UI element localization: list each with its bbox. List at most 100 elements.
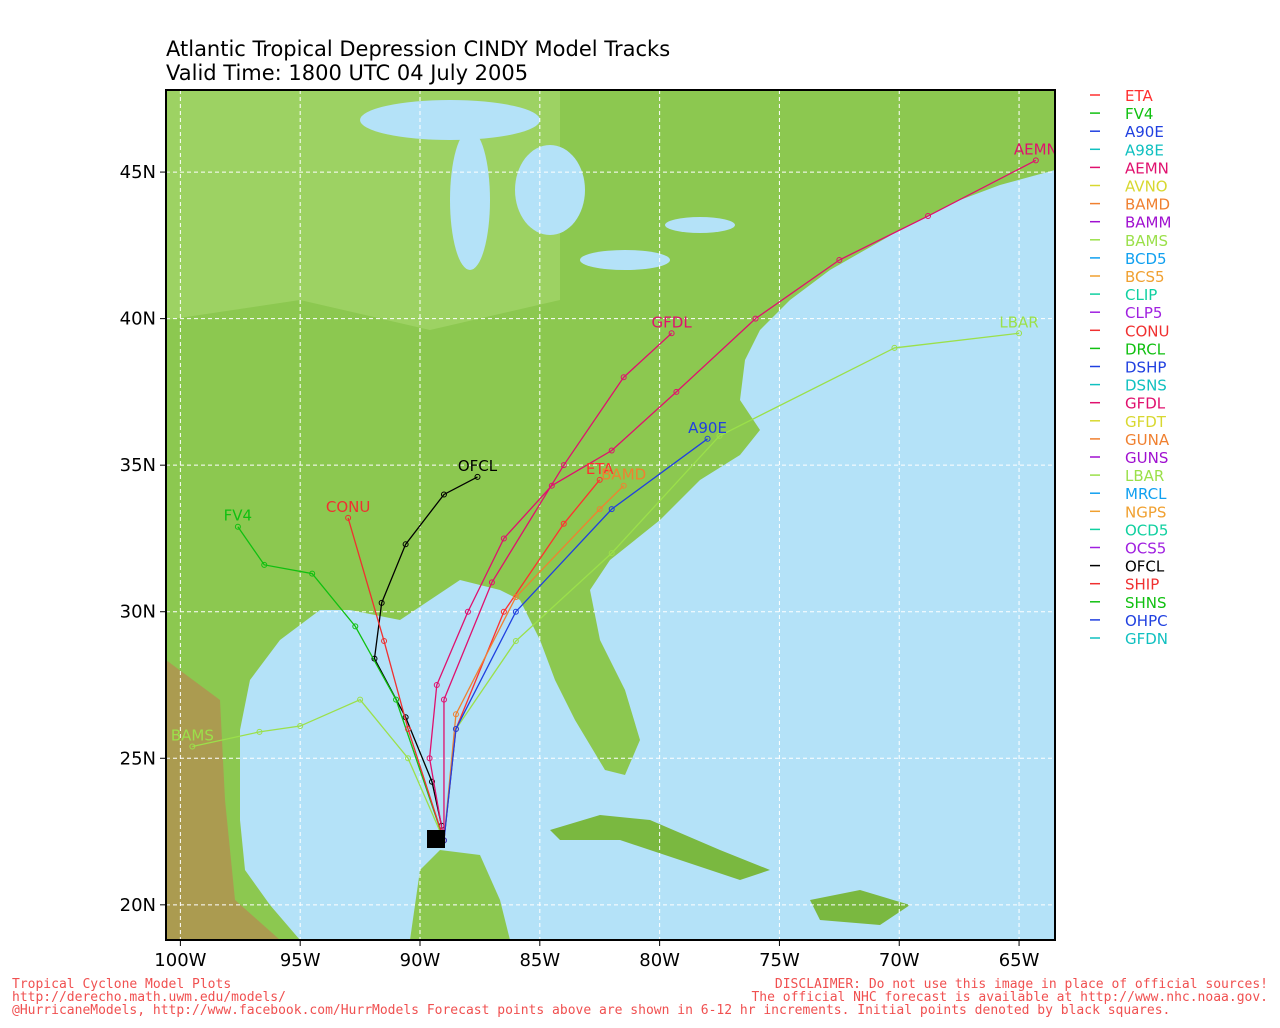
y-tick-label: 30N [120,602,156,623]
track-point [500,535,507,542]
track-point [1016,330,1023,337]
grid [166,90,1055,940]
track-point [357,696,364,703]
legend-label: BAMS [1125,232,1168,250]
legend-label: OCD5 [1125,521,1168,539]
track-point [440,696,447,703]
x-tick-label: 90W [400,950,441,971]
legend-label: AEMN [1125,159,1169,177]
track-point [309,570,316,577]
legend-label: DSNS [1125,377,1167,395]
legend-label: CLIP [1125,286,1157,304]
track-point [512,594,519,601]
footer-right: The official NHC forecast is available a… [751,990,1268,1005]
track-point [620,374,627,381]
legend-label: GUNS [1125,449,1168,467]
legend-label: SHNS [1125,594,1167,612]
map-frame [165,89,1056,941]
axes: 100W 95W 90W 85W 80W 75W 70W 65W 20N 25N 30N 35N 40N… [120,162,1040,971]
legend-label: AVNO [1125,178,1168,196]
track-point [297,723,304,730]
legend-label: FV4 [1125,105,1153,123]
legend-label: BAMM [1125,214,1171,232]
track-point [378,599,385,606]
track-point [925,213,931,220]
track-point [474,473,481,480]
track-point [512,638,519,645]
x-tick-label: 95W [280,950,321,971]
legend-label: NGPS [1125,503,1166,521]
legend-label: DSHP [1125,359,1166,377]
y-tick-label: 25N [120,748,156,769]
legend-label: A90E [1125,123,1164,141]
track-point [704,435,711,442]
track-point [836,257,843,263]
y-tick-label: 20N [120,895,156,916]
track-label: ETA [586,460,614,478]
track-point [1032,157,1039,164]
track-point [189,743,196,750]
track-point [345,514,352,521]
track-point [402,541,409,548]
track [347,517,445,841]
track-label: FV4 [224,507,252,525]
track [428,159,1037,841]
x-tick-label: 100W [154,950,206,971]
track-point [716,432,723,439]
y-tick-label: 40N [120,309,156,330]
track-point [560,520,567,527]
track-point [256,728,263,735]
footer-left: Tropical Cyclone Model Plots [12,977,231,992]
track-point [673,388,680,395]
track-point [234,523,241,530]
initial-point [427,830,445,848]
legend-label: GFDT [1125,413,1167,431]
track-point [405,725,412,732]
x-tick-label: 75W [759,950,800,971]
track-point [620,482,627,489]
footer-left: @HurricaneModels, http://www.facebook.co… [12,1003,1170,1018]
track-point [500,608,507,615]
legend-label: CONU [1125,322,1169,340]
legend-label: ETA [1125,87,1153,105]
legend-label: SHIP [1125,576,1159,594]
track-label: OFCL [458,457,498,475]
track-point [452,725,459,732]
x-tick-label: 80W [639,950,680,971]
track-label: BAMD [601,466,646,484]
track-point [560,462,567,469]
track-point [608,550,615,557]
y-tick-label: 45N [120,162,156,183]
track-point [433,682,440,688]
legend-label: GFDL [1125,395,1166,413]
track-point [428,778,435,785]
track-point [452,711,459,718]
track-point [352,623,359,630]
track-point [405,755,412,762]
legend-label: DRCL [1125,340,1166,358]
track-point [608,447,615,454]
track-label: BAMS [171,727,214,745]
subtitle: Valid Time: 1800 UTC 04 July 2005 [166,61,528,85]
track-point [488,579,495,586]
legend-label: BAMD [1125,196,1170,214]
legend-label: OHPC [1125,612,1168,630]
legend-label: OCS5 [1125,540,1166,558]
x-tick-label: 85W [519,950,560,971]
legend-label: LBAR [1125,467,1164,485]
track-label: AEMN [1014,140,1058,158]
footer-right: DISCLAIMER: Do not use this image in pla… [775,977,1268,992]
track-point [512,608,519,615]
track-point [381,638,388,645]
x-tick-label: 70W [879,950,920,971]
legend-label: GUNA [1125,431,1170,449]
track-point [548,482,555,489]
track-label: GFDL [652,313,693,331]
track-point [464,608,471,615]
track [192,698,445,841]
legend-label: A98E [1125,141,1164,159]
legend-label: GFDN [1125,630,1168,648]
